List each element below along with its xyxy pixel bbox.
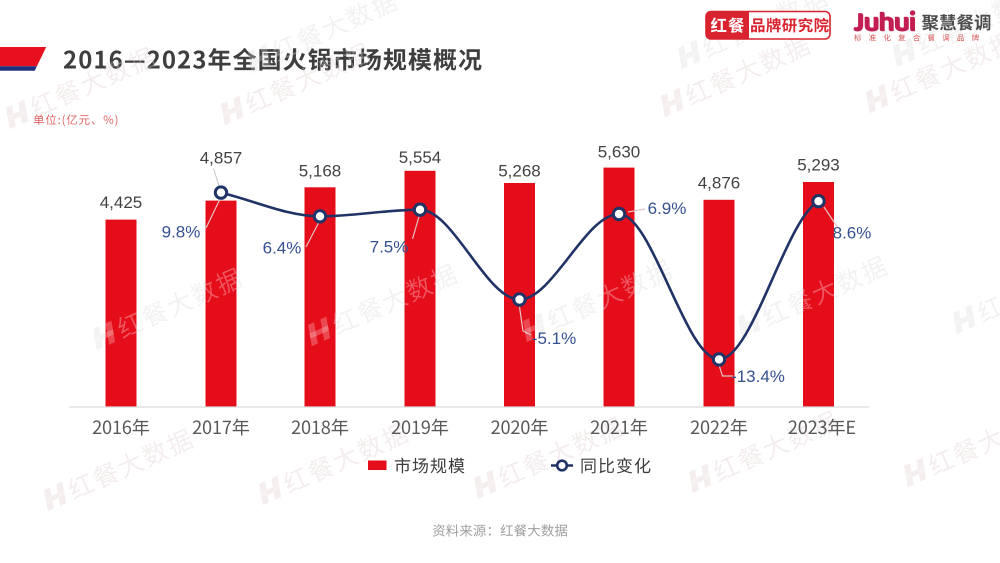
svg-text:4,425: 4,425 bbox=[100, 193, 143, 212]
svg-text:-13.4%: -13.4% bbox=[731, 367, 785, 386]
svg-text:6.4%: 6.4% bbox=[263, 239, 302, 258]
svg-text:5,168: 5,168 bbox=[299, 162, 342, 181]
svg-text:9.8%: 9.8% bbox=[162, 222, 201, 241]
svg-text:8.6%: 8.6% bbox=[833, 224, 872, 243]
svg-text:5,293: 5,293 bbox=[797, 156, 840, 175]
svg-text:4,857: 4,857 bbox=[200, 149, 243, 168]
svg-text:5,554: 5,554 bbox=[399, 148, 442, 167]
svg-text:6.9%: 6.9% bbox=[648, 199, 687, 218]
svg-text:7.5%: 7.5% bbox=[370, 238, 409, 257]
svg-text:5,630: 5,630 bbox=[598, 143, 641, 162]
svg-text:-5.1%: -5.1% bbox=[532, 329, 576, 348]
svg-text:4,876: 4,876 bbox=[698, 174, 741, 193]
svg-text:5,268: 5,268 bbox=[498, 162, 541, 181]
